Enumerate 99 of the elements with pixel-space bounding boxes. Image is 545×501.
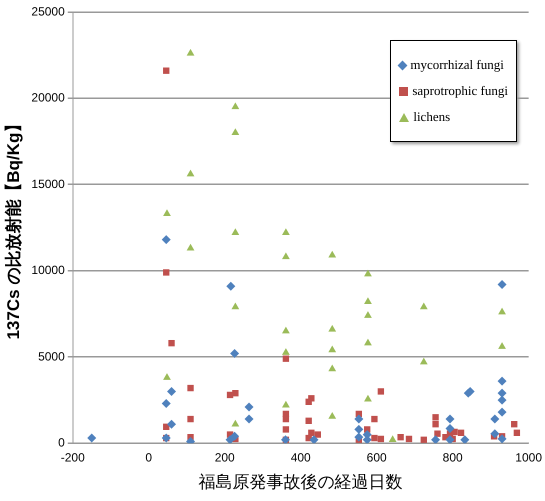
point — [231, 128, 240, 135]
point — [460, 435, 470, 444]
point — [282, 252, 290, 260]
point — [308, 430, 315, 436]
point — [282, 400, 290, 408]
point — [420, 358, 428, 364]
point — [354, 432, 364, 442]
point — [167, 386, 176, 396]
point — [186, 244, 194, 251]
x-tick-label: 800 — [442, 450, 464, 465]
y-tick-label: 5000 — [38, 349, 66, 364]
y-tick-label: 0 — [58, 436, 66, 450]
point — [364, 338, 372, 346]
point — [371, 416, 378, 422]
legend-label: mycorrhizal fungi — [410, 57, 504, 73]
y-tick-label: 10000 — [31, 263, 66, 278]
point — [162, 399, 171, 408]
point — [328, 412, 336, 419]
point — [163, 269, 170, 276]
legend-label: saprotrophic fungi — [412, 83, 508, 99]
x-axis-title: 福島原発事故後の経過日数 — [198, 472, 403, 492]
point — [328, 324, 336, 332]
point — [244, 414, 254, 424]
point — [514, 430, 520, 436]
point — [354, 414, 364, 424]
point — [354, 424, 364, 434]
point — [406, 436, 412, 442]
point — [231, 420, 240, 426]
point — [432, 414, 439, 421]
x-tick-label: 200 — [214, 450, 236, 465]
point — [226, 282, 236, 291]
x-tick-label: 600 — [366, 450, 388, 465]
point — [282, 416, 290, 422]
point — [232, 390, 239, 396]
point — [364, 270, 372, 276]
point — [498, 376, 507, 386]
point — [498, 280, 507, 290]
point — [244, 402, 254, 412]
point — [511, 421, 518, 428]
point — [397, 434, 404, 440]
point — [420, 302, 428, 310]
point — [446, 435, 455, 444]
point — [310, 435, 319, 444]
point — [364, 297, 372, 304]
point — [186, 170, 194, 176]
point — [186, 48, 194, 56]
point — [231, 102, 240, 110]
point — [314, 431, 321, 438]
point — [364, 311, 372, 318]
point — [163, 373, 171, 380]
point — [87, 434, 96, 443]
point — [498, 408, 507, 417]
point — [231, 228, 240, 236]
point — [446, 424, 455, 434]
point — [458, 430, 464, 436]
point — [230, 349, 240, 358]
legend-label: lichens — [413, 109, 450, 125]
y-tick-label: 25000 — [31, 4, 66, 18]
point — [282, 356, 290, 362]
point — [230, 432, 240, 441]
point — [282, 426, 290, 433]
point — [490, 429, 500, 438]
point — [490, 414, 500, 424]
point — [388, 435, 397, 442]
point — [432, 421, 439, 428]
point — [434, 430, 441, 437]
y-axis-title: 137Cs の比放射能【Bq/Kg】 — [4, 116, 23, 340]
point — [364, 394, 372, 402]
point — [168, 340, 175, 346]
y-tick-label: 15000 — [31, 176, 66, 191]
point — [498, 342, 506, 349]
point — [167, 420, 176, 429]
y-tick-label: 20000 — [31, 90, 66, 105]
point — [308, 395, 315, 402]
point — [431, 435, 440, 444]
point — [498, 308, 506, 314]
point — [498, 434, 507, 444]
point — [420, 436, 427, 443]
point — [282, 228, 290, 236]
point — [282, 348, 290, 355]
x-tick-label: -200 — [60, 450, 86, 465]
x-tick-label: 400 — [290, 450, 312, 465]
point — [328, 250, 336, 258]
point — [446, 414, 455, 424]
x-tick-label: 0 — [145, 450, 152, 465]
point — [163, 67, 170, 74]
point — [378, 436, 384, 442]
point — [231, 302, 240, 310]
point — [498, 388, 507, 398]
point — [306, 418, 312, 424]
point — [163, 209, 171, 216]
point — [328, 364, 336, 372]
x-tick-label: 1000 — [515, 450, 542, 465]
point — [328, 346, 336, 352]
point — [498, 396, 507, 405]
point — [162, 235, 171, 244]
point — [282, 326, 290, 334]
point — [378, 388, 384, 395]
point — [371, 434, 378, 442]
